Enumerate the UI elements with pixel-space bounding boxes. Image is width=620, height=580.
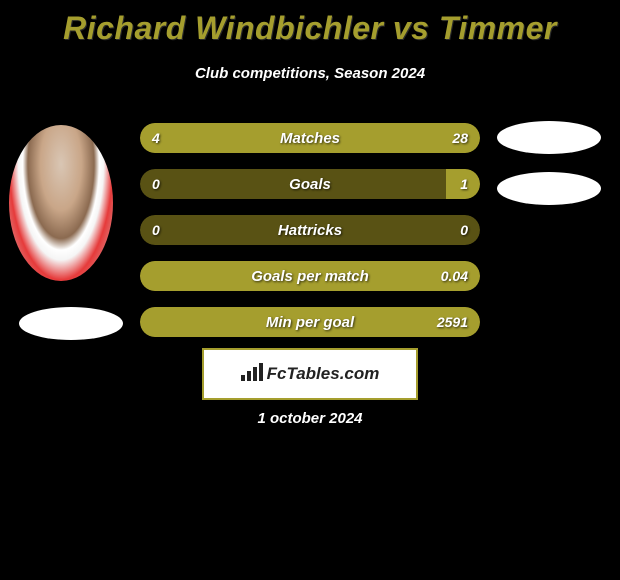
- stat-row-hattricks: 0 Hattricks 0: [140, 215, 480, 245]
- badge-right-second: [497, 172, 601, 205]
- page-title: Richard Windbichler vs Timmer: [0, 0, 620, 47]
- stat-label: Min per goal: [140, 307, 480, 337]
- player-left-avatar: [9, 125, 113, 281]
- stat-label: Goals: [140, 169, 480, 199]
- stat-label: Matches: [140, 123, 480, 153]
- stat-value-right: 2591: [437, 307, 468, 337]
- stat-row-matches: 4 Matches 28: [140, 123, 480, 153]
- stats-container: 4 Matches 28 0 Goals 1 0 Hattricks 0 Goa…: [140, 123, 480, 353]
- stat-value-right: 28: [452, 123, 468, 153]
- stat-label: Hattricks: [140, 215, 480, 245]
- footer-date: 1 october 2024: [0, 410, 620, 427]
- brand-text: FcTables.com: [267, 364, 380, 384]
- stat-value-right: 1: [460, 169, 468, 199]
- subtitle: Club competitions, Season 2024: [0, 65, 620, 82]
- stat-label: Goals per match: [140, 261, 480, 291]
- stat-value-right: 0.04: [441, 261, 468, 291]
- stat-row-goals-per-match: Goals per match 0.04: [140, 261, 480, 291]
- badge-left-bottom: [19, 307, 123, 340]
- stat-value-right: 0: [460, 215, 468, 245]
- stat-row-min-per-goal: Min per goal 2591: [140, 307, 480, 337]
- brand-box[interactable]: FcTables.com: [202, 348, 418, 400]
- badge-right-top: [497, 121, 601, 154]
- bars-icon: [241, 363, 263, 386]
- stat-row-goals: 0 Goals 1: [140, 169, 480, 199]
